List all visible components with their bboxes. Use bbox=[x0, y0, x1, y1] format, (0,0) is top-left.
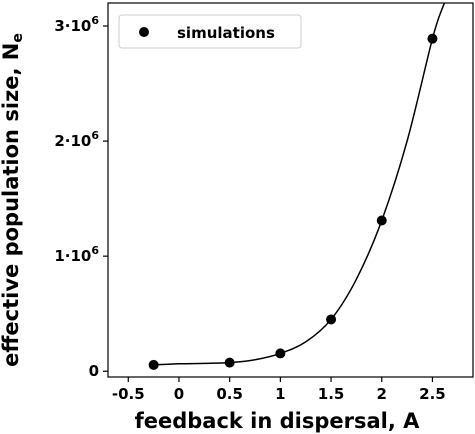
x-tick-label: 0 bbox=[174, 385, 184, 403]
y-tick-label: 2·106 bbox=[54, 129, 99, 150]
y-tick-label: 3·106 bbox=[54, 14, 99, 35]
data-point bbox=[224, 357, 235, 368]
y-tick-label-exponent: 6 bbox=[91, 14, 99, 27]
legend-label: simulations bbox=[177, 24, 275, 42]
data-point bbox=[376, 215, 387, 226]
y-tick-label-base: 3·10 bbox=[54, 17, 91, 35]
y-axis-title: effective population size, Ne bbox=[0, 33, 26, 367]
y-tick-label: 0 bbox=[89, 362, 99, 380]
x-tick-label: -0.5 bbox=[112, 385, 145, 403]
x-tick-label: 2.5 bbox=[419, 385, 446, 403]
legend-marker bbox=[139, 27, 149, 37]
y-tick-label-base: 0 bbox=[89, 362, 99, 380]
data-point bbox=[326, 314, 337, 325]
data-point bbox=[427, 33, 438, 44]
x-tick-label: 1.5 bbox=[318, 385, 345, 403]
y-tick-label-base: 2·10 bbox=[54, 132, 91, 150]
y-tick-label-exponent: 6 bbox=[91, 244, 99, 257]
y-axis-title-subscript: e bbox=[10, 33, 26, 43]
series-layer bbox=[148, 3, 446, 370]
y-tick-label-exponent: 6 bbox=[91, 129, 99, 142]
legend-box bbox=[118, 14, 302, 49]
y-tick-label: 1·106 bbox=[54, 244, 99, 265]
x-axis-title: feedback in dispersal, A bbox=[135, 409, 421, 433]
x-axis: -0.5 0 0.5 1 1.5 2 2.5 bbox=[112, 377, 446, 403]
fit-curve bbox=[153, 3, 446, 366]
y-tick-label-base: 1·10 bbox=[54, 247, 91, 265]
plot-frame bbox=[107, 2, 474, 378]
data-point bbox=[275, 348, 286, 359]
x-tick-label: 2 bbox=[377, 385, 387, 403]
x-tick-label: 0.5 bbox=[216, 385, 243, 403]
data-point bbox=[148, 359, 159, 370]
x-tick-label: 1 bbox=[275, 385, 285, 403]
plot-area bbox=[107, 2, 474, 378]
legend: simulations bbox=[118, 14, 302, 49]
y-axis-title-main: effective population size, N bbox=[0, 43, 23, 367]
